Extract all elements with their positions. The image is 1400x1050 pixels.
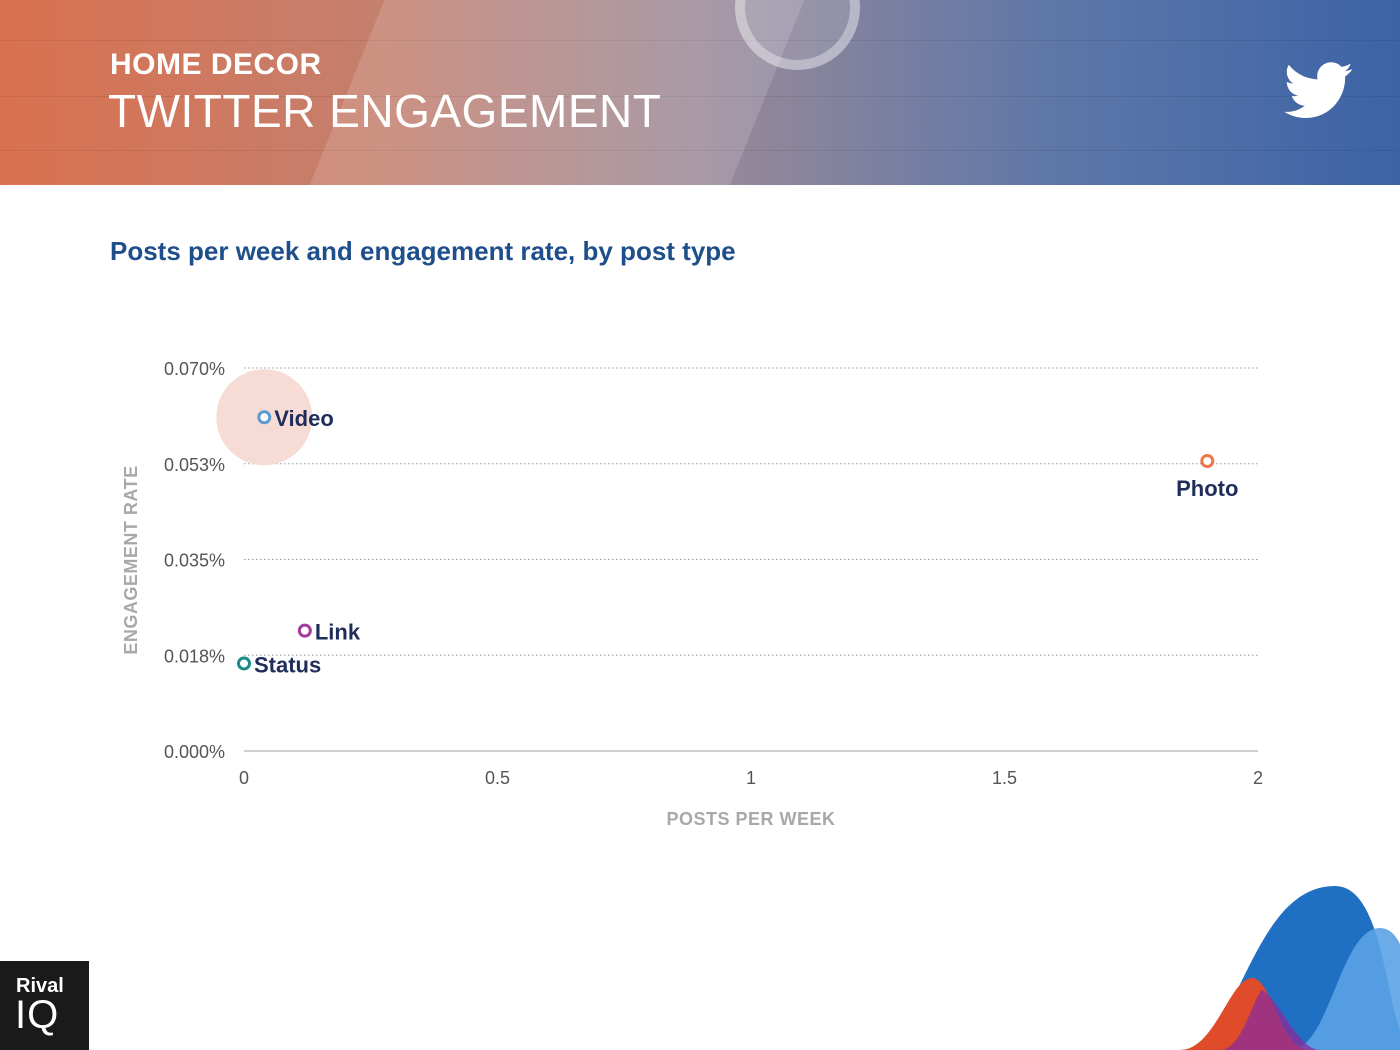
wave-light-blue [1290,928,1400,1050]
data-points: Video Photo Link Status [237,406,1238,677]
x-tick-label: 0 [239,768,249,788]
header-banner: HOME DECOR TWITTER ENGAGEMENT [0,0,1400,185]
y-tick-label: 0.070% [164,359,225,379]
point-label-photo: Photo [1176,476,1238,501]
header-title: TWITTER ENGAGEMENT [108,85,662,137]
wave-purple [1220,990,1320,1050]
x-axis-label: POSTS PER WEEK [666,809,835,829]
point-label-link: Link [315,620,361,645]
point-photo [1200,454,1215,469]
x-tick-label: 0.5 [485,768,510,788]
point-status [237,656,251,671]
gridlines [244,367,1258,656]
y-tick-label: 0.000% [164,742,225,762]
chart-subtitle: Posts per week and engagement rate, by p… [110,236,736,266]
y-tick-label: 0.018% [164,646,225,666]
banner-texture [0,96,1400,97]
point-label-video: Video [274,406,334,431]
rival-iq-logo: Rival IQ [0,961,89,1050]
brand-line2: IQ [15,993,60,1037]
banner-texture [0,150,1400,151]
header-kicker: HOME DECOR [110,48,322,81]
y-tick-label: 0.035% [164,551,225,571]
y-tick-label: 0.053% [164,455,225,475]
point-link [297,623,312,638]
x-tick-label: 1.5 [992,768,1017,788]
twitter-bird-icon [1284,62,1353,118]
brand-line1: Rival [16,975,64,997]
banner-texture [0,40,1400,41]
decorative-waves [1180,886,1400,1050]
axes: 0.000% 0.018% 0.035% 0.053% 0.070% 0 0.5 1 1.5 2 P… [121,359,1263,829]
point-video [257,410,272,425]
x-tick-label: 2 [1253,768,1263,788]
y-axis-label: ENGAGEMENT RATE [121,465,141,654]
x-tick-label: 1 [746,768,756,788]
point-label-status: Status [254,652,321,677]
